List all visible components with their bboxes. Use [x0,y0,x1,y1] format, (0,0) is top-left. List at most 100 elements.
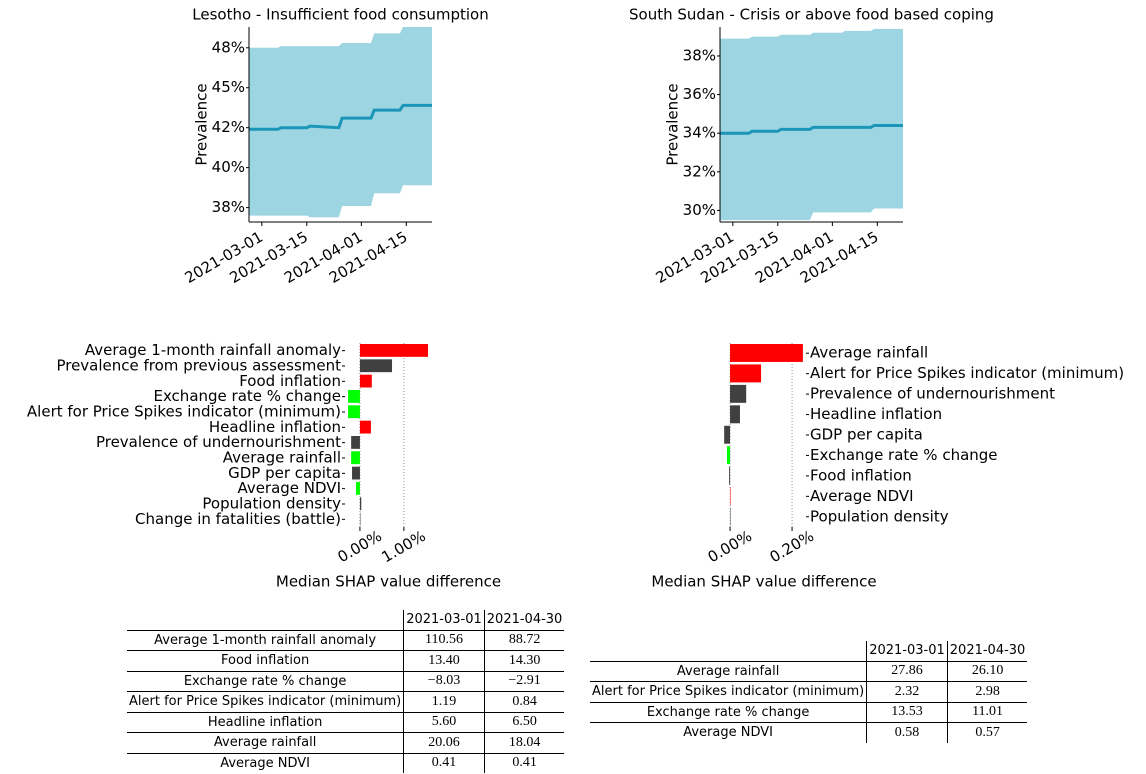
bar [730,364,762,383]
row-label: Average NDVI [683,725,773,741]
table-row: Food inflation 13.40 14.30 [127,650,565,672]
bar [730,384,747,403]
value-cell: −2.91 [483,671,565,692]
table-row: Alert for Price Spikes indicator (minimu… [127,691,565,713]
y-tick-label: Exchange rate % change [153,387,341,405]
x-tick-label: 0.00% [705,527,755,566]
y-tick-label: Average NDVI [237,479,341,497]
y-tick-label: Population density [810,507,949,525]
value-cell: 18.04 [483,732,565,754]
bar [730,507,731,526]
x-axis-label: Median SHAP value difference [651,573,876,591]
y-tick-label: GDP per capita [810,426,923,444]
table-row: Average rainfall 27.86 26.10 [590,661,1028,682]
x-axis-label: Median SHAP value difference [276,573,501,591]
y-tick-label: 30% [683,201,716,219]
table-row: Average NDVI 0.58 0.57 [590,722,1028,743]
table-row: Exchange rate % change 13.53 11.01 [590,702,1028,723]
y-tick-label: Prevalence of undernourishment [810,385,1055,403]
y-tick-label: 38% [212,198,245,216]
y-tick-label: Alert for Price Spikes indicator (minimu… [27,403,341,421]
y-tick-label: 36% [683,85,716,103]
value-cell: 5.60 [403,712,485,733]
column-header: 2021-03-01 [866,641,948,662]
x-tick-label: 1.00% [378,527,428,566]
y-tick-label: Prevalence of undernourishment [96,433,341,451]
chart-title: Lesotho - Insufficient food consumption [192,6,488,24]
bar [730,344,803,362]
y-tick-label: Population density [202,495,341,513]
value-cell: 13.40 [403,650,485,672]
table-row: Alert for Price Spikes indicator (minimu… [590,681,1028,703]
y-axis-label: Prevalence [193,83,211,165]
table-row: Average 1-month rainfall anomaly 110.56 88… [127,630,565,651]
bar [359,512,361,526]
y-tick-label: Prevalence from previous assessment [56,357,341,375]
table-header: 2021-03-01 2021-04-30 [590,641,1028,662]
column-header: 2021-04-30 [483,610,565,631]
y-tick-label: Headline inflation [810,405,942,423]
bar [724,425,731,444]
confidence-band [720,28,903,221]
y-tick-label: Alert for Price Spikes indicator (minimu… [810,364,1124,382]
y-tick-label: Food inflation [239,372,341,390]
table-header: 2021-03-01 2021-04-30 [127,610,565,631]
row-label: Headline inflation [127,712,404,733]
column-header: 2021-03-01 [403,610,485,631]
y-tick-label: Average rainfall [810,344,928,362]
x-tick-label: 0.00% [335,527,385,566]
bar [352,466,360,480]
charts: 38%40%42%45%48%2021-03-012021-03-152021-… [27,6,1124,591]
y-tick-label: Average NDVI [810,487,914,505]
row-label: Average NDVI [220,755,310,771]
row-label: Food inflation [127,650,404,672]
value-cell: 14.30 [483,650,565,672]
column-header: 2021-04-30 [946,641,1028,662]
x-tick-label: 0.20% [767,527,817,566]
value-cell: 0.41 [483,753,565,773]
value-cell: 6.50 [483,712,565,733]
value-cell: 2.32 [866,681,948,703]
header-row: 2021-03-01 2021-04-30 [590,641,1028,662]
y-tick-label: 38% [683,46,716,64]
value-cell: 2.98 [946,681,1028,703]
value-cell: 0.57 [946,722,1028,743]
value-cell: −8.03 [403,671,485,692]
table-row: Headline inflation 5.60 6.50 [127,712,565,733]
y-tick-label: 32% [683,162,716,180]
y-tick-label: Exchange rate % change [810,446,998,464]
bar [729,466,731,485]
value-cell: 0.41 [403,753,485,773]
y-tick-label: 34% [683,124,716,142]
value-cell: 13.53 [866,702,948,723]
y-tick-label: 40% [212,158,245,176]
row-label: Average 1-month rainfall anomaly [127,630,404,651]
bar [730,487,731,506]
y-tick-label: Change in fatalities (battle) [135,510,341,528]
value-cell: 11.01 [946,702,1028,723]
table: 2021-03-01 2021-04-30 Average rainfall 27.8… [590,641,1028,743]
prevalence-line [720,123,903,135]
table-body: Average 1-month rainfall anomaly 110.56 88… [127,630,565,773]
bar [348,390,360,403]
row-label: Exchange rate % change [590,702,867,723]
bar [355,482,360,495]
bar [726,446,731,465]
value-cell: 110.56 [403,630,485,651]
prevalence-line [249,103,432,131]
value-cell: 20.06 [403,732,485,754]
value-cell: 88.72 [483,630,565,651]
y-tick-label: 48% [212,38,245,56]
table: 2021-03-01 2021-04-30 Average 1-month rain… [127,610,565,773]
value-cell: 26.10 [946,661,1028,682]
value-cell: 0.84 [483,691,565,713]
y-axis-label: Prevalence [664,83,682,165]
y-tick-label: GDP per capita [228,464,341,482]
y-tick-label: Average 1-month rainfall anomaly [85,341,341,359]
row-label: Alert for Price Spikes indicator (minimu… [127,691,404,713]
bar [351,436,360,449]
y-tick-label: Food inflation [810,466,912,484]
y-tick-label: 42% [212,118,245,136]
chart-title: South Sudan - Crisis or above food based… [629,6,994,24]
